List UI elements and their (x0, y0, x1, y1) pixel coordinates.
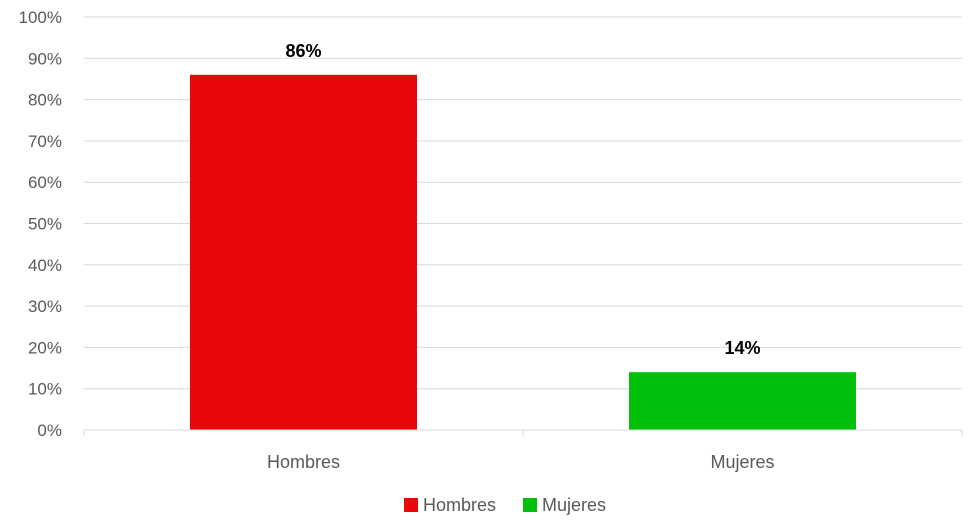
y-tick-label: 40% (28, 256, 62, 275)
y-axis-ticks: 0% 10% 20% 30% 40% 50% 60% 70% 80% 90% 100% (19, 8, 62, 440)
y-tick-label: 30% (28, 297, 62, 316)
legend-label: Hombres (423, 495, 496, 515)
y-tick-label: 60% (28, 173, 62, 192)
data-label: 14% (724, 338, 760, 358)
legend: Hombres Mujeres (404, 495, 606, 515)
y-tick-label: 50% (28, 215, 62, 234)
y-tick-label: 10% (28, 380, 62, 399)
legend-swatch (404, 498, 418, 512)
legend-item-mujeres: Mujeres (523, 495, 606, 515)
x-category-label: Mujeres (710, 452, 774, 472)
y-tick-label: 80% (28, 91, 62, 110)
y-tick-label: 90% (28, 49, 62, 68)
legend-label: Mujeres (542, 495, 606, 515)
y-tick-label: 100% (19, 8, 62, 27)
legend-swatch (523, 498, 537, 512)
bar-hombres (190, 74, 417, 430)
bar-mujeres (629, 372, 856, 430)
bars: 86% 14% (190, 41, 856, 430)
y-tick-label: 70% (28, 132, 62, 151)
data-label: 86% (285, 41, 321, 61)
y-tick-label: 0% (37, 421, 62, 440)
x-axis: Hombres Mujeres (83, 429, 963, 472)
y-tick-label: 20% (28, 338, 62, 357)
legend-item-hombres: Hombres (404, 495, 496, 515)
x-category-label: Hombres (267, 452, 340, 472)
